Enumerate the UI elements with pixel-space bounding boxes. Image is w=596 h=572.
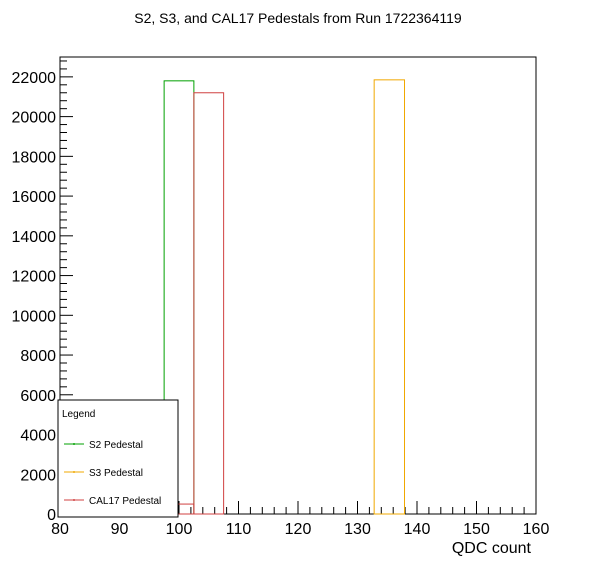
legend-marker [73,499,75,501]
legend-entry: S3 Pedestal [89,468,143,479]
legend-entry: CAL17 Pedestal [89,496,161,507]
histogram-bar [193,92,225,515]
y-tick-label: 4000 [20,428,56,445]
legend-entry: S2 Pedestal [89,440,143,451]
x-tick-label: 160 [523,521,550,538]
y-tick-label: 12000 [12,269,57,286]
legend-marker [73,471,75,473]
histogram-bar [373,79,406,515]
y-tick-label: 14000 [12,229,57,246]
y-tick-label: 10000 [12,308,57,325]
y-tick-label: 18000 [12,149,57,166]
histogram-bars [163,79,406,515]
y-tick-label: 8000 [20,348,56,365]
axis-ticks: 80 90 100 110 120 130 140 150 160 0 2000 4000 6000 80… [12,60,550,538]
y-tick-label: 16000 [12,189,57,206]
x-tick-label: 110 [226,521,252,538]
y-tick-label: 0 [47,507,56,524]
x-tick-label: 90 [111,521,129,538]
legend-box [57,399,179,518]
legend: Legend S2 Pedestal S3 Pedestal CAL17 Pedest… [57,399,179,518]
y-tick-label: 2000 [20,467,56,484]
legend-title: Legend [62,409,95,420]
y-tick-label: 22000 [12,70,57,87]
chart-title: S2, S3, and CAL17 Pedestals from Run 172… [134,10,462,26]
x-tick-label: 80 [51,521,69,538]
legend-marker [73,443,75,445]
x-tick-label: 130 [344,521,371,538]
y-tick-label: 6000 [20,388,56,405]
x-tick-label: 140 [404,521,431,538]
x-tick-label: 150 [463,521,490,538]
x-axis-label: QDC count [452,540,532,557]
x-tick-label: 120 [285,521,312,538]
x-tick-label: 100 [166,521,193,538]
y-tick-label: 20000 [12,110,57,127]
